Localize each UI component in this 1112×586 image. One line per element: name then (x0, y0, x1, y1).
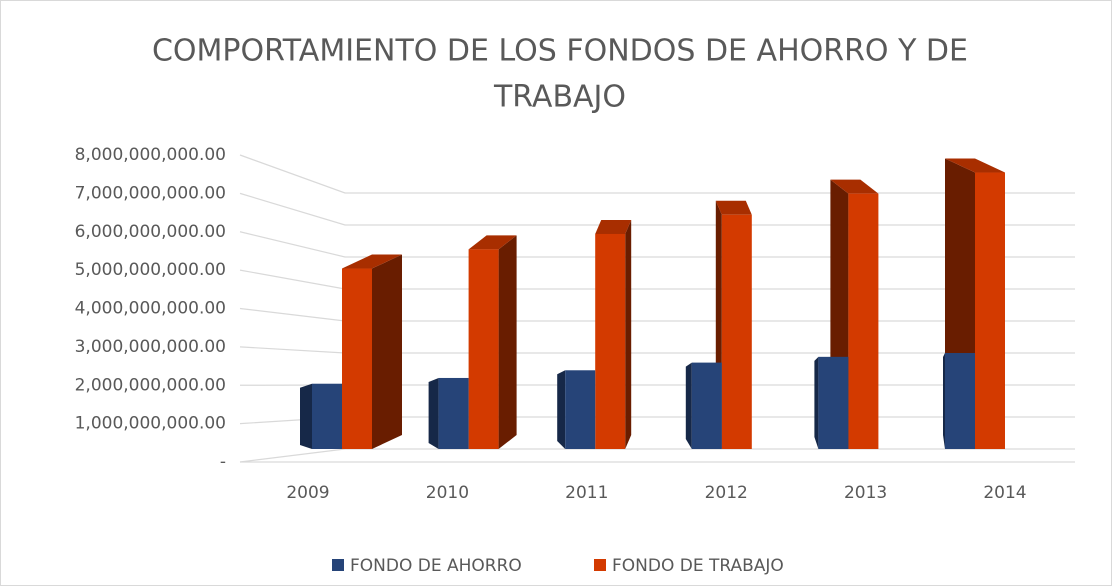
y-tick-label: 7,000,000,000.00 (75, 183, 226, 203)
x-tick-label: 2012 (705, 483, 748, 503)
bar (468, 249, 499, 449)
bar (721, 214, 752, 449)
bar (975, 172, 1005, 449)
bar-side (498, 235, 517, 449)
bar-top (715, 200, 752, 215)
bar-top (595, 219, 632, 234)
bar-side (428, 377, 439, 449)
x-tick-label: 2014 (983, 483, 1026, 503)
bar-side (625, 219, 632, 449)
x-tick-label: 2011 (565, 483, 608, 503)
legend-swatch (594, 559, 606, 571)
bar-side (372, 254, 402, 449)
bar (342, 268, 372, 449)
bar (848, 193, 879, 449)
bar (945, 353, 975, 449)
bar (312, 383, 342, 449)
y-tick-label: 1,000,000,000.00 (75, 414, 226, 434)
bar-top (468, 235, 517, 250)
x-tick-label: 2009 (286, 483, 329, 503)
bar-top (342, 254, 402, 269)
bar-top (945, 158, 1005, 173)
y-tick-label: 5,000,000,000.00 (75, 260, 226, 280)
y-tick-label: 4,000,000,000.00 (75, 299, 226, 319)
bar-side (685, 362, 692, 449)
bar-side (557, 370, 566, 449)
legend-swatch (332, 559, 344, 571)
x-tick-label: 2010 (426, 483, 469, 503)
chart-title: COMPORTAMIENTO DE LOS FONDOS DE AHORRO Y… (152, 34, 968, 69)
bar-side (943, 353, 945, 449)
legend-label: FONDO DE TRABAJO (612, 556, 784, 576)
bar (438, 377, 469, 449)
y-tick-label: 2,000,000,000.00 (75, 375, 226, 395)
x-tick-label: 2013 (844, 483, 887, 503)
chart-title: TRABAJO (493, 80, 626, 115)
bar (691, 362, 722, 449)
bar-side (814, 356, 819, 449)
bar (595, 233, 626, 449)
bar-top (830, 179, 879, 194)
y-tick-label: - (220, 452, 226, 472)
y-tick-label: 3,000,000,000.00 (75, 337, 226, 357)
bar (818, 356, 849, 449)
y-tick-label: 6,000,000,000.00 (75, 222, 226, 242)
y-tick-label: 8,000,000,000.00 (75, 145, 226, 165)
legend-label: FONDO DE AHORRO (350, 556, 522, 576)
bar (565, 370, 596, 449)
bar-side (300, 383, 312, 449)
